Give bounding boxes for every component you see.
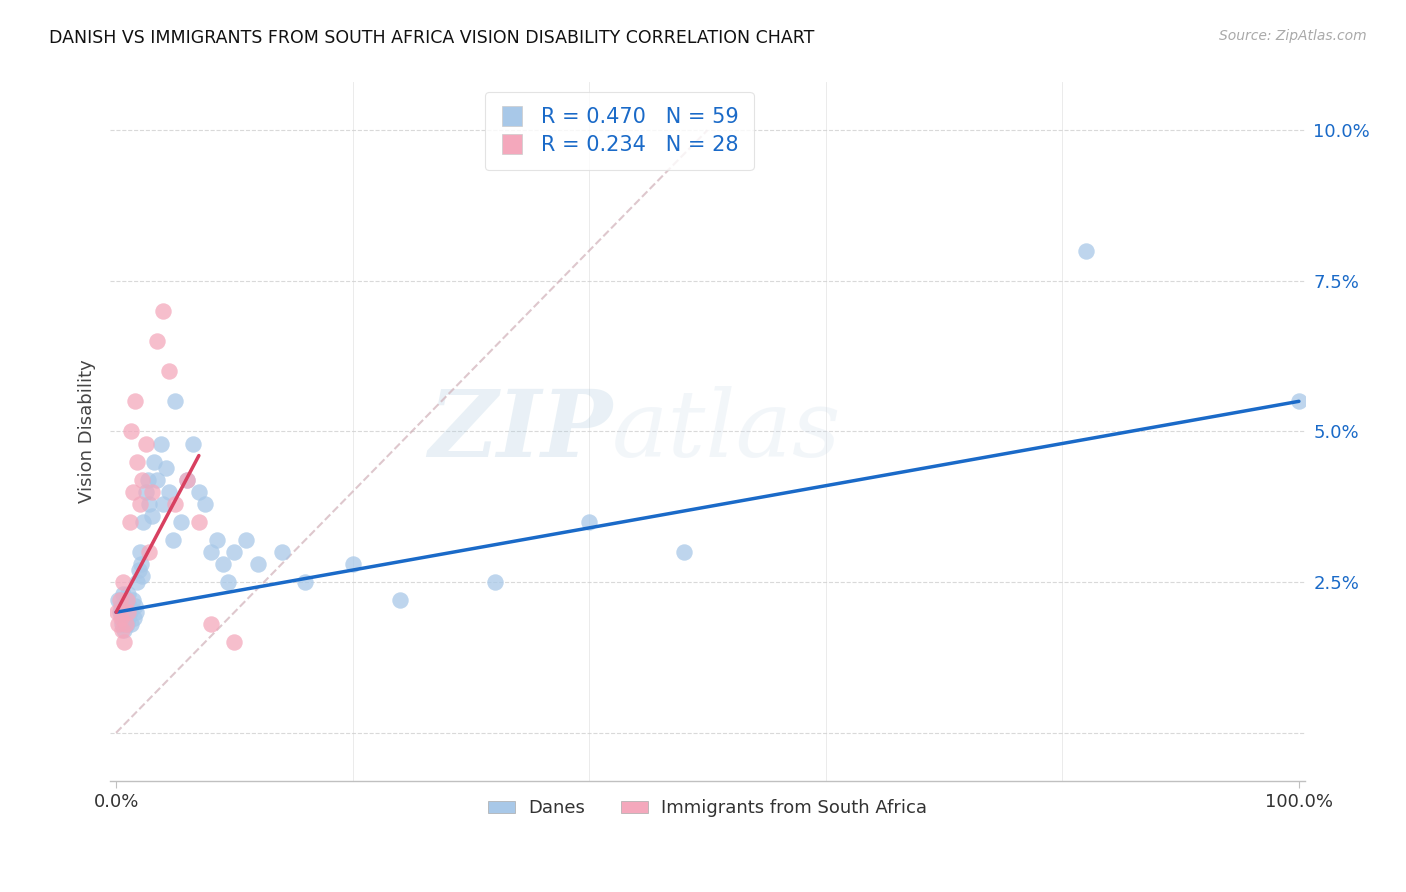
Point — [187, 515, 209, 529]
Point — [110, 599, 132, 614]
Point — [108, 605, 131, 619]
Point — [114, 617, 136, 632]
Point — [132, 515, 155, 529]
Point — [141, 484, 163, 499]
Point — [205, 533, 228, 547]
Point — [152, 497, 174, 511]
Point — [107, 617, 129, 632]
Point — [108, 593, 131, 607]
Point — [115, 593, 138, 607]
Point — [131, 569, 153, 583]
Point — [157, 484, 180, 499]
Text: Source: ZipAtlas.com: Source: ZipAtlas.com — [1219, 29, 1367, 43]
Point — [176, 473, 198, 487]
Point — [388, 593, 411, 607]
Point — [120, 425, 142, 439]
Point — [211, 557, 233, 571]
Point — [270, 545, 292, 559]
Point — [125, 605, 148, 619]
Point — [217, 575, 239, 590]
Point — [224, 545, 246, 559]
Point — [187, 484, 209, 499]
Point — [112, 635, 135, 649]
Point — [135, 484, 157, 499]
Point — [247, 557, 270, 571]
Point — [672, 545, 695, 559]
Point — [112, 575, 135, 590]
Point — [138, 497, 160, 511]
Text: ZIP: ZIP — [427, 386, 612, 476]
Point — [200, 545, 222, 559]
Point — [578, 515, 600, 529]
Point — [112, 611, 135, 625]
Point — [176, 473, 198, 487]
Point — [112, 599, 135, 614]
Legend: Danes, Immigrants from South Africa: Danes, Immigrants from South Africa — [481, 792, 934, 824]
Point — [194, 497, 217, 511]
Point — [138, 545, 160, 559]
Point — [141, 508, 163, 523]
Point — [120, 515, 142, 529]
Point — [170, 515, 193, 529]
Point — [135, 436, 157, 450]
Point — [150, 436, 173, 450]
Point — [122, 611, 145, 625]
Point — [128, 497, 150, 511]
Point — [121, 593, 143, 607]
Point — [111, 617, 134, 632]
Point — [146, 334, 169, 348]
Point — [152, 304, 174, 318]
Point — [107, 593, 129, 607]
Point — [112, 624, 135, 638]
Point — [112, 587, 135, 601]
Point — [146, 473, 169, 487]
Point — [117, 587, 139, 601]
Point — [200, 617, 222, 632]
Point — [1074, 244, 1097, 258]
Y-axis label: Vision Disability: Vision Disability — [79, 359, 96, 503]
Point — [155, 460, 177, 475]
Point — [235, 533, 257, 547]
Point — [136, 473, 159, 487]
Point — [110, 611, 132, 625]
Point — [342, 557, 364, 571]
Point — [294, 575, 316, 590]
Point — [142, 454, 165, 468]
Text: atlas: atlas — [612, 386, 841, 476]
Point — [131, 473, 153, 487]
Point — [120, 605, 142, 619]
Point — [118, 599, 141, 614]
Point — [114, 593, 136, 607]
Point — [105, 605, 128, 619]
Point — [115, 617, 138, 632]
Point — [121, 484, 143, 499]
Point — [181, 436, 204, 450]
Point — [120, 617, 142, 632]
Point — [114, 605, 136, 619]
Point — [165, 394, 187, 409]
Point — [484, 575, 506, 590]
Point — [111, 624, 134, 638]
Point — [165, 497, 187, 511]
Point — [127, 454, 149, 468]
Point — [157, 364, 180, 378]
Point — [128, 545, 150, 559]
Point — [1288, 394, 1310, 409]
Point — [124, 599, 146, 614]
Point — [117, 611, 139, 625]
Point — [124, 394, 146, 409]
Point — [224, 635, 246, 649]
Point — [129, 557, 152, 571]
Point — [117, 605, 139, 619]
Point — [162, 533, 184, 547]
Point — [128, 563, 150, 577]
Text: DANISH VS IMMIGRANTS FROM SOUTH AFRICA VISION DISABILITY CORRELATION CHART: DANISH VS IMMIGRANTS FROM SOUTH AFRICA V… — [49, 29, 814, 46]
Point — [127, 575, 149, 590]
